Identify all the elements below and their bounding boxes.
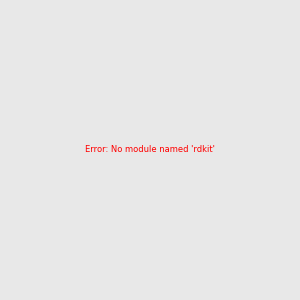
Text: Error: No module named 'rdkit': Error: No module named 'rdkit' xyxy=(85,146,215,154)
